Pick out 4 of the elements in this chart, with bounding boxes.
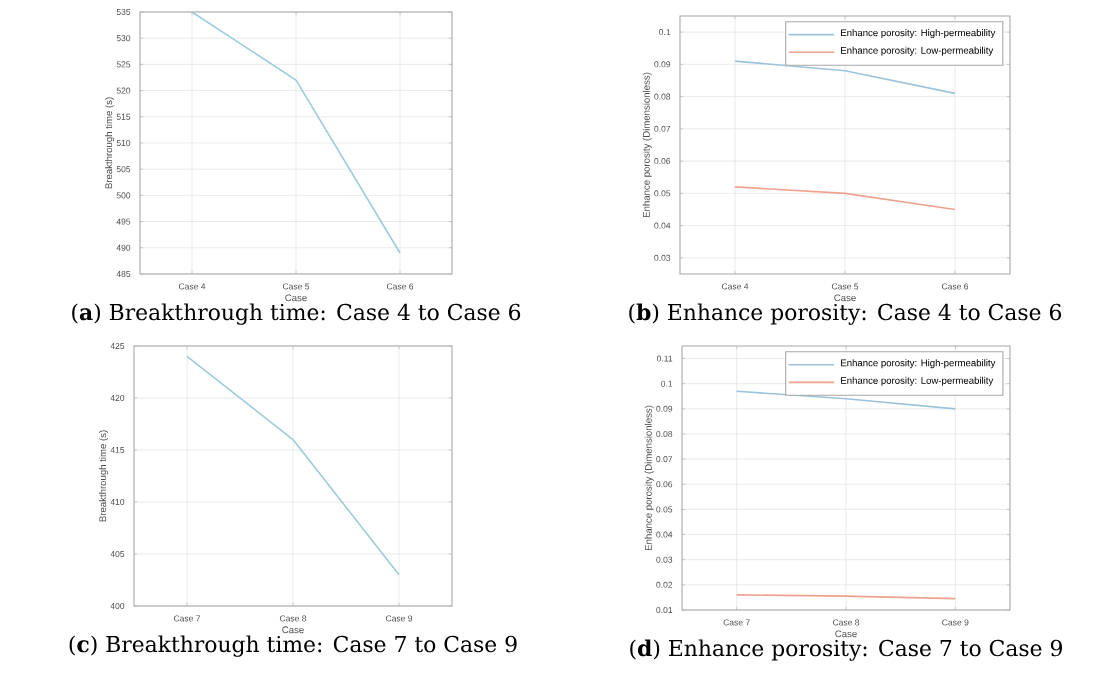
text: (a) Breakthrough time: Case 4 to Case 6 xyxy=(72,303,521,325)
text: (b) Enhance porosity: Case 4 to Case 6 xyxy=(629,303,1062,325)
text: (d) Enhance porosity: Case 7 to Case 9 xyxy=(630,639,1062,661)
text: (c) Breakthrough time: Case 7 to Case 9 xyxy=(69,635,517,657)
